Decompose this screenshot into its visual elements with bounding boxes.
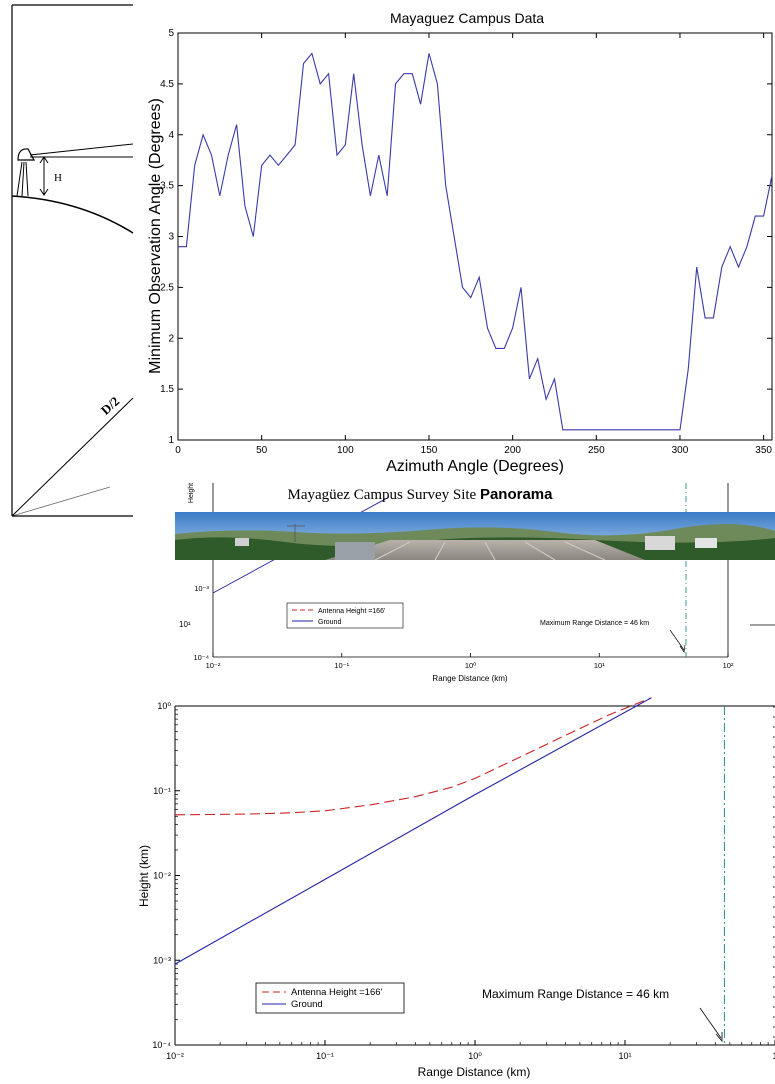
x-tick-label: 10⁻¹ [316, 1051, 334, 1061]
x-tick-label: 10⁻² [166, 1051, 184, 1061]
x-tick-label: 10¹ [594, 661, 605, 670]
panorama-title-bold: Panorama [479, 486, 553, 503]
y-axis-label: Minimum Observation Angle (Degrees) [147, 98, 164, 374]
panorama-photo [175, 512, 775, 560]
x-tick-label: 10² [723, 661, 734, 670]
x-tick-label: 1 [772, 1051, 775, 1061]
y-tick-label: 1 [168, 435, 174, 446]
x-tick-label: 100 [337, 445, 354, 456]
y-tick-label: 1.5 [160, 384, 174, 395]
y-tick-label: 10⁰ [157, 701, 171, 711]
x-tick-label: 150 [421, 445, 438, 456]
x-tick-label: 10⁰ [468, 1051, 482, 1061]
legend-entry: Antenna Height =166' [291, 987, 383, 998]
x-tick-label: 350 [755, 445, 772, 456]
x-tick-label: 10⁰ [465, 661, 476, 670]
y-tick-label: 3.5 [160, 181, 174, 192]
x-tick-label: 10⁻² [206, 661, 221, 670]
half-distance-label: D/2 [98, 393, 123, 417]
x-tick-label: 200 [504, 445, 521, 456]
x-axis-label: Range Distance (km) [418, 1065, 531, 1079]
azimuth-chart: Mayaguez Campus Data Azimuth Angle (Degr… [147, 10, 773, 475]
x-tick-label: 50 [256, 445, 268, 456]
x-tick-label: 0 [175, 445, 181, 456]
y-tick-label: 4.5 [160, 79, 174, 90]
height-label: H [54, 172, 62, 184]
legend-entry: Ground [318, 619, 341, 626]
side-tick-label: 10¹ [179, 620, 191, 629]
legend-entry: Ground [291, 999, 323, 1010]
legend-entry: Antenna Height =166' [318, 608, 385, 615]
y-tick-label: 4 [168, 130, 174, 141]
x-tick-label: 250 [588, 445, 605, 456]
y-tick-label: 10⁻² [153, 871, 171, 881]
x-tick-label: 300 [672, 445, 689, 456]
plot-frame [177, 32, 773, 441]
geometry-diagram: H D/2 [11, 4, 134, 517]
range-height-chart: Range Distance (km) Height (km) 10⁻² 10⁻¹… [137, 697, 775, 1079]
legend: Antenna Height =166' Ground [286, 602, 404, 629]
series-line [178, 52, 773, 431]
y-tick-label: 10⁻³ [194, 584, 209, 593]
x-axis-label: Azimuth Angle (Degrees) [386, 458, 564, 475]
y-axis-label: Height (km) [137, 845, 151, 907]
y-tick-label: 10⁻⁴ [152, 1040, 171, 1050]
annotation: Maximum Range Distance = 46 km [540, 620, 649, 627]
x-axis-label: Range Distance (km) [432, 674, 507, 683]
y-tick-label: 10⁻⁴ [193, 653, 209, 662]
y-tick-label: 5 [168, 28, 174, 39]
y-tick-label: 10⁻¹ [153, 786, 171, 796]
annotation: Maximum Range Distance = 46 km [482, 987, 669, 1001]
y-tick-label: 3 [168, 232, 174, 243]
panorama-title-text: Mayagüez Campus Survey Site [287, 487, 477, 503]
y-axis-label: Height [188, 483, 195, 503]
y-tick-label: 2 [168, 333, 174, 344]
x-tick-label: 10⁻¹ [334, 661, 349, 670]
y-tick-label: 2.5 [160, 282, 174, 293]
panorama-title: Mayagüez Campus Survey Site Panorama [175, 486, 665, 504]
chart-title: Mayaguez Campus Data [390, 10, 544, 26]
legend: Antenna Height =166' Ground [255, 982, 405, 1014]
series-ground-line [174, 697, 652, 965]
series-antenna-line [174, 697, 652, 816]
y-tick-label: 10⁻³ [153, 955, 171, 965]
x-tick-label: 10¹ [618, 1051, 631, 1061]
